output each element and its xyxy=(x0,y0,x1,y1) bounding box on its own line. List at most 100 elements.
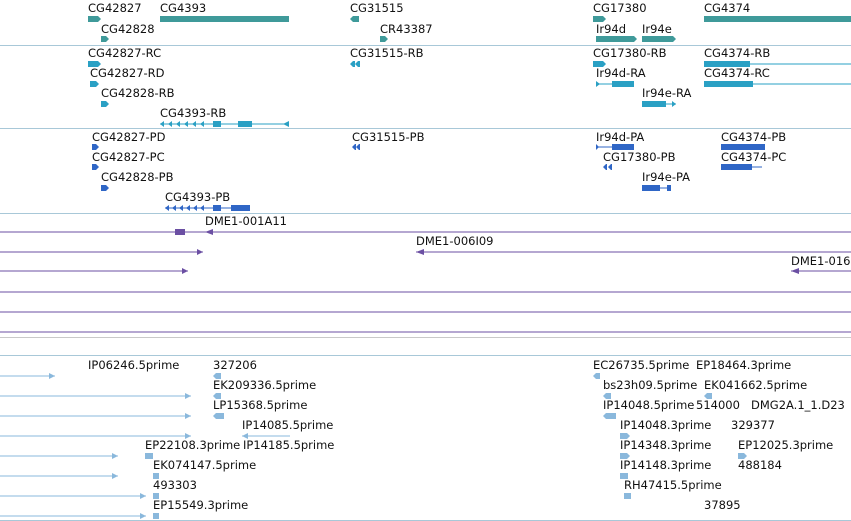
clone-feature-dme1-006i09[interactable] xyxy=(416,249,851,255)
gene-label[interactable]: CG4393 xyxy=(160,1,207,15)
gene-feature-cg4393[interactable] xyxy=(160,16,289,22)
est-feature-rh47415[interactable] xyxy=(624,493,631,499)
gene-feature-cg17380[interactable] xyxy=(593,16,606,22)
gene-label[interactable]: CG42827 xyxy=(88,1,142,15)
rna-feature-cg42827-rc[interactable] xyxy=(88,61,101,67)
est-feature-row1-left[interactable] xyxy=(0,373,55,379)
est-label[interactable]: DMG2A.1_1.D23 xyxy=(751,398,845,412)
est-label[interactable]: 329377 xyxy=(731,418,775,432)
est-feature-ip14048-3[interactable] xyxy=(620,433,630,439)
est-label[interactable]: EC26735.5prime xyxy=(593,358,690,372)
clone-label[interactable]: DME1-001A11 xyxy=(205,214,287,228)
gene-feature-cg31515[interactable] xyxy=(350,16,359,22)
gene-feature-cg42827[interactable] xyxy=(88,16,101,22)
protein-label[interactable]: Ir94e-PA xyxy=(642,170,691,184)
est-label[interactable]: EP12025.3prime xyxy=(738,438,834,452)
est-label[interactable]: 37895 xyxy=(704,498,741,512)
transcript-label[interactable]: Ir94e-RA xyxy=(642,86,692,100)
protein-label[interactable]: CG4374-PC xyxy=(721,150,787,164)
est-feature-ip14148[interactable] xyxy=(620,473,628,479)
est-label[interactable]: IP14048.3prime xyxy=(620,418,712,432)
est-feature-row5-left[interactable] xyxy=(0,453,118,459)
protein-feature-cg31515-pb[interactable] xyxy=(352,144,360,150)
est-feature-row3-left[interactable] xyxy=(0,413,191,419)
transcript-label[interactable]: Ir94d-RA xyxy=(596,66,646,80)
clone-label[interactable]: DME1-016 xyxy=(791,254,851,268)
protein-label[interactable]: CG17380-PB xyxy=(603,150,676,164)
est-feature-ek074147[interactable] xyxy=(153,473,159,479)
gene-feature-cg42828[interactable] xyxy=(101,36,109,42)
est-label[interactable]: EK074147.5prime xyxy=(153,458,257,472)
clone-label[interactable]: DME1-006I09 xyxy=(416,234,494,248)
est-label[interactable]: EP22108.3prime xyxy=(145,438,241,452)
clone-feature-dme1-001a11[interactable] xyxy=(0,229,851,235)
est-feature-ek041662[interactable] xyxy=(704,393,712,399)
gene-label[interactable]: CG17380 xyxy=(593,1,647,15)
gene-label[interactable]: Ir94e xyxy=(642,22,672,36)
transcript-label[interactable]: CG4374-RC xyxy=(704,66,770,80)
est-label[interactable]: 493303 xyxy=(153,478,197,492)
est-feature-ip14048-5[interactable] xyxy=(603,413,616,419)
protein-feature-cg42827-pd[interactable] xyxy=(92,144,99,150)
rna-feature-cg42828-rb[interactable] xyxy=(101,101,109,107)
protein-feature-cg4393-pb[interactable] xyxy=(165,205,250,211)
protein-feature-cg42827-pc[interactable] xyxy=(92,164,99,170)
protein-label[interactable]: CG42827-PD xyxy=(92,130,166,144)
transcript-label[interactable]: CG42828-RB xyxy=(101,86,175,100)
est-label[interactable]: IP14348.3prime xyxy=(620,438,712,452)
clone-feature-dme1-016[interactable] xyxy=(791,268,851,274)
gene-feature-cg4374[interactable] xyxy=(704,16,851,22)
est-feature-row4-left[interactable] xyxy=(0,433,191,439)
gene-label[interactable]: CG42828 xyxy=(101,22,155,36)
protein-feature-ir94d-pa[interactable] xyxy=(596,144,634,150)
est-label[interactable]: EP18464.3prime xyxy=(696,358,792,372)
est-label[interactable]: LP15368.5prime xyxy=(213,398,308,412)
est-label[interactable]: IP14148.3prime xyxy=(620,458,712,472)
est-label[interactable]: IP14185.5prime xyxy=(243,438,335,452)
transcript-label[interactable]: CG42827-RC xyxy=(88,46,162,60)
est-feature-lp15368[interactable] xyxy=(213,413,224,419)
gene-feature-cr43387[interactable] xyxy=(380,36,388,42)
est-feature-493303[interactable] xyxy=(153,493,159,499)
rna-feature-cg42827-rd[interactable] xyxy=(90,81,99,87)
gene-label[interactable]: CG31515 xyxy=(350,1,404,15)
transcript-label[interactable]: CG17380-RB xyxy=(593,46,667,60)
protein-label[interactable]: CG4374-PB xyxy=(721,130,787,144)
protein-label[interactable]: CG42827-PC xyxy=(92,150,165,164)
gene-feature-ir94d[interactable] xyxy=(596,36,637,42)
rna-feature-cg31515-rb[interactable] xyxy=(350,61,360,67)
protein-label[interactable]: CG31515-PB xyxy=(352,130,425,144)
est-feature-ek209336[interactable] xyxy=(213,393,221,399)
rna-feature-ir94e-ra[interactable] xyxy=(642,101,666,107)
transcript-label[interactable]: CG4374-RB xyxy=(704,46,771,60)
est-feature-ep12025[interactable] xyxy=(738,453,747,459)
gene-label[interactable]: CR43387 xyxy=(380,22,433,36)
est-label[interactable]: 488184 xyxy=(738,458,782,472)
est-feature-327206[interactable] xyxy=(213,373,221,379)
est-label[interactable]: RH47415.5prime xyxy=(624,478,722,492)
protein-label[interactable]: CG4393-PB xyxy=(165,190,231,204)
transcript-label[interactable]: CG4393-RB xyxy=(160,106,227,120)
est-feature-ec26735[interactable] xyxy=(593,373,600,379)
est-label[interactable]: IP14085.5prime xyxy=(242,418,334,432)
est-feature-row8-left[interactable] xyxy=(0,513,146,519)
est-label[interactable]: EK209336.5prime xyxy=(213,378,317,392)
rna-feature-cg4374-rc[interactable] xyxy=(704,81,753,87)
est-feature-ep22108[interactable] xyxy=(145,453,153,459)
protein-feature-cg4374-pb[interactable] xyxy=(721,144,765,150)
gene-label[interactable]: Ir94d xyxy=(596,22,627,36)
transcript-label[interactable]: CG42827-RD xyxy=(90,66,165,80)
rna-feature-cg4393-rb[interactable] xyxy=(160,121,289,127)
est-label[interactable]: EP15549.3prime xyxy=(153,498,249,512)
est-label[interactable]: EK041662.5prime xyxy=(704,378,808,392)
protein-label[interactable]: CG42828-PB xyxy=(101,170,174,184)
est-feature-ip14185[interactable] xyxy=(620,453,630,459)
est-label[interactable]: 327206 xyxy=(213,358,257,372)
protein-feature-cg42828-pb[interactable] xyxy=(101,185,109,191)
clone-feature-row2[interactable] xyxy=(0,249,203,255)
protein-feature-cg4374-pc[interactable] xyxy=(721,164,752,170)
est-feature-row2-left[interactable] xyxy=(0,393,191,399)
est-label[interactable]: 514000 xyxy=(696,398,740,412)
est-feature-row6-left[interactable] xyxy=(0,473,118,479)
rna-feature-cg4374-rb[interactable] xyxy=(704,61,750,67)
